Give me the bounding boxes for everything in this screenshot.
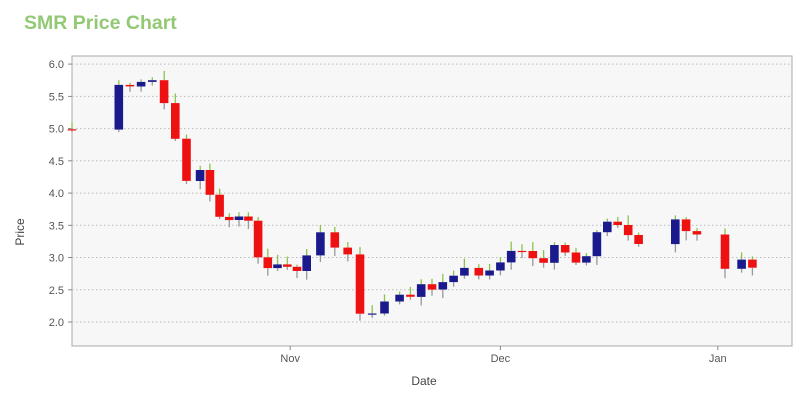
svg-text:Jan: Jan xyxy=(709,353,727,365)
svg-text:5.0: 5.0 xyxy=(49,124,64,136)
svg-text:5.5: 5.5 xyxy=(49,91,64,103)
svg-text:4.0: 4.0 xyxy=(49,188,64,200)
svg-text:4.5: 4.5 xyxy=(49,156,64,168)
svg-text:3.5: 3.5 xyxy=(49,220,64,232)
svg-text:3.0: 3.0 xyxy=(49,253,64,265)
svg-text:2.5: 2.5 xyxy=(49,285,64,297)
svg-text:Nov: Nov xyxy=(280,353,300,365)
svg-text:2.0: 2.0 xyxy=(49,317,64,329)
svg-text:6.0: 6.0 xyxy=(49,59,64,71)
svg-text:Dec: Dec xyxy=(491,353,511,365)
